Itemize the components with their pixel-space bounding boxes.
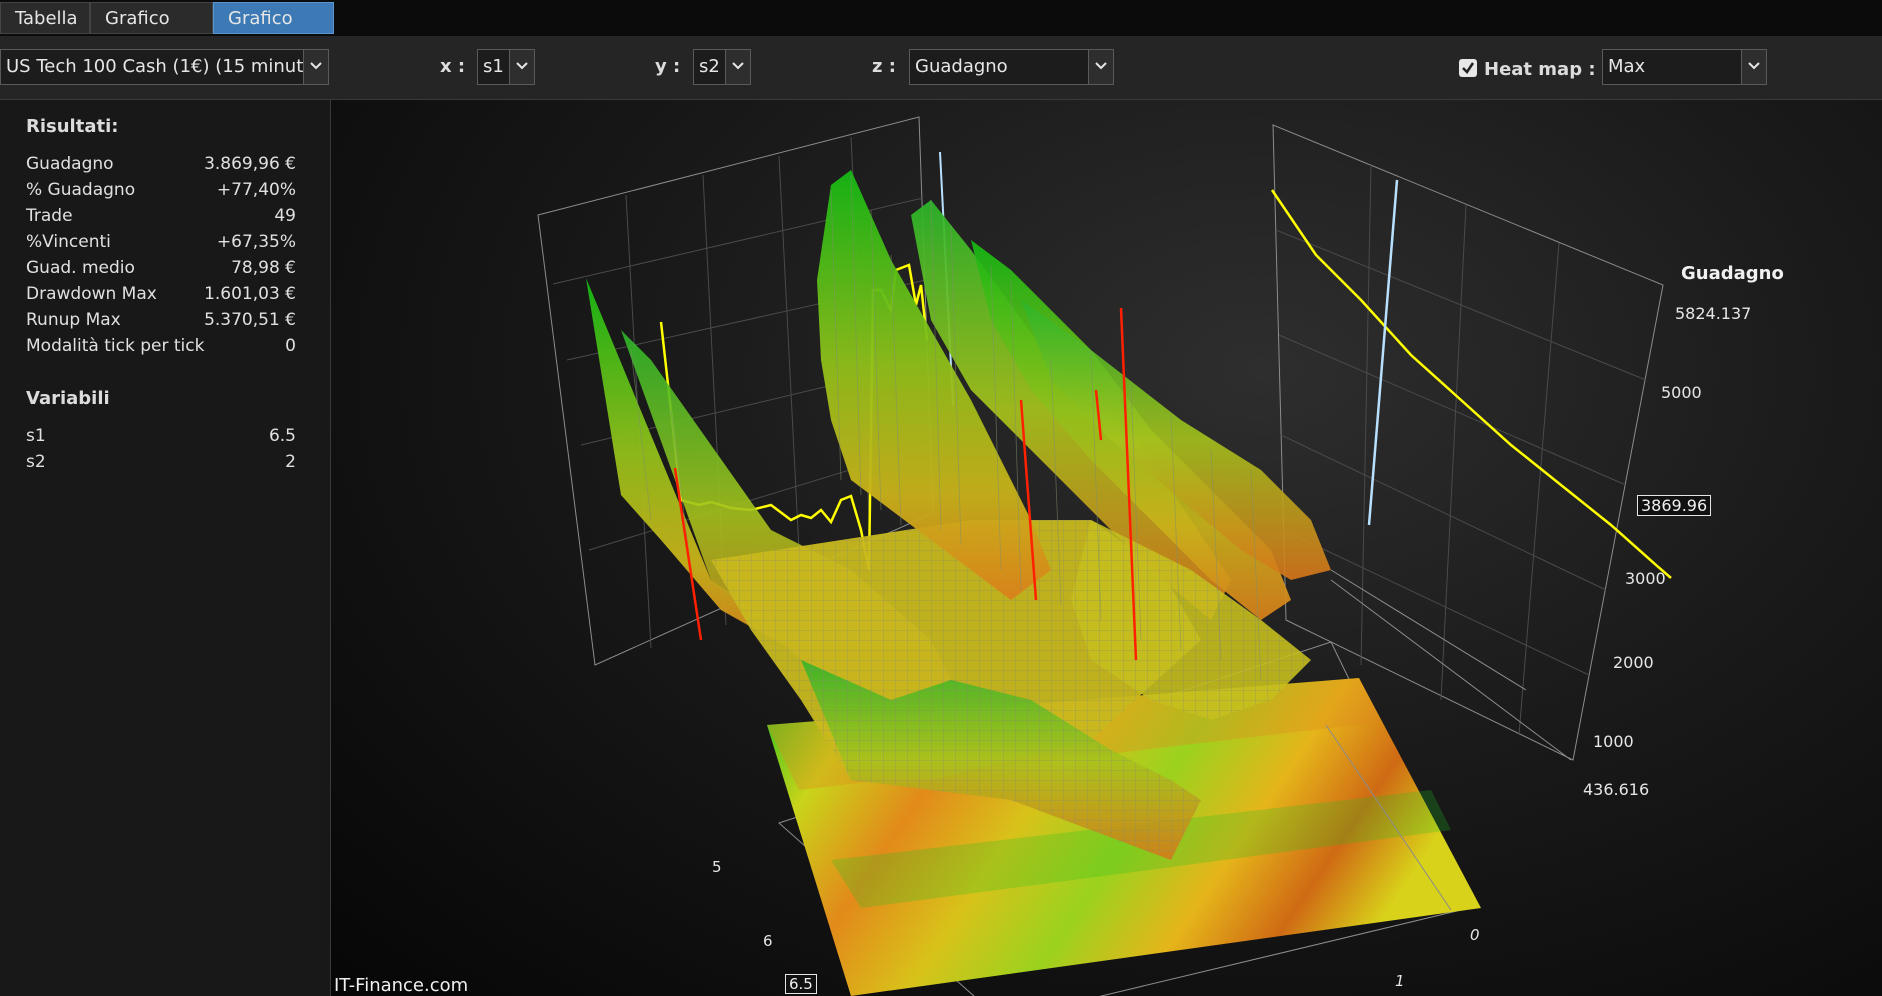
right-floor-edge [1330,579,1572,761]
x-tick-current: 6.5 [785,974,817,994]
surface-ridge-far-right [1021,300,1331,580]
chevron-down-icon [1741,50,1766,84]
back-wall-right-grid [1275,164,1647,736]
result-row-drawdown: Drawdown Max 1.601,03 € [26,284,296,304]
chevron-down-icon [509,50,534,84]
right-floor-edge [1325,724,1452,911]
right-wall-projection-line [1270,189,1672,579]
z-axis-select[interactable]: Guadagno [909,49,1114,85]
watermark: IT-Finance.com [334,975,469,996]
chevron-down-icon [1088,50,1113,84]
x-axis-select-value: s1 [483,56,504,77]
result-row-perc-guadagno: % Guadagno +77,40% [26,180,296,200]
chart-3d-view[interactable]: Guadagno 5824.137 5000 3869.96 3000 2000… [331,100,1882,996]
heatmap-checkbox[interactable] [1459,59,1477,77]
instrument-select-value: US Tech 100 Cash (1€) (15 minuti) [6,56,316,77]
heatmap-select[interactable]: Max [1602,49,1767,85]
x-axis-select[interactable]: s1 [477,49,535,85]
view-tabs: Tabella Grafico 2D Grafico 3D [0,0,1882,61]
z-tick-5000: 5000 [1661,383,1702,402]
z-tick-current: 3869.96 [1637,495,1712,516]
z-axis-select-value: Guadagno [915,56,1008,77]
check-icon [1462,62,1475,74]
tab-tabella[interactable]: Tabella [0,2,90,34]
chevron-down-icon [725,50,750,84]
result-row-guad-medio: Guad. medio 78,98 € [26,258,296,278]
back-wall-right [1272,124,1664,761]
y-tick-1: 1 [1395,972,1405,990]
result-row-tick-mode: Modalità tick per tick 0 [26,336,296,356]
result-row-runup: Runup Max 5.370,51 € [26,310,296,330]
y-tick-0: 0 [1470,926,1480,944]
result-row-guadagno: Guadagno 3.869,96 € [26,154,296,174]
variables-title: Variabili [26,388,110,409]
surface-ridge-left [586,278,801,655]
y-axis-select[interactable]: s2 [693,49,751,85]
z-axis-label: z : [872,56,896,77]
z-tick-2000: 2000 [1613,653,1654,672]
z-axis-title: Guadagno [1681,263,1784,284]
surface-front-wall-mesh [801,660,1201,860]
result-row-vincenti: %Vincenti +67,35% [26,232,296,252]
y-axis-label: y : [655,56,681,77]
tab-grafico-3d[interactable]: Grafico 3D [213,2,334,61]
tab-grafico-2d[interactable]: Grafico 2D [90,2,213,61]
z-tick-min: 436.616 [1583,780,1650,799]
chart-3d-plot [537,116,1672,996]
x-tick-5: 5 [712,858,722,876]
cursor-line-right [1367,179,1399,526]
heatmap-select-value: Max [1608,56,1646,77]
heatmap-label: Heat map : [1484,59,1596,80]
surface-hatch [630,174,1262,681]
heatmap-floor-stripe [831,790,1451,908]
z-tick-3000: 3000 [1625,569,1666,588]
right-floor-edge [1330,569,1527,691]
z-tick-1000: 1000 [1593,732,1634,751]
chevron-down-icon [303,50,328,84]
result-row-trade: Trade 49 [26,206,296,226]
surface-highlight-lines [673,307,1138,661]
y-axis-select-value: s2 [699,56,720,77]
variable-row-s2: s2 2 [26,452,296,472]
surface-ridge-center-tall [817,170,1051,600]
results-panel: Risultati: Guadagno 3.869,96 € % Guadagno… [0,100,331,996]
instrument-select[interactable]: US Tech 100 Cash (1€) (15 minuti) [0,49,329,85]
results-title: Risultati: [26,116,119,137]
z-tick-max: 5824.137 [1675,304,1752,323]
variable-row-s1: s1 6.5 [26,426,296,446]
x-axis-label: x : [440,56,466,77]
x-tick-6: 6 [763,932,773,950]
